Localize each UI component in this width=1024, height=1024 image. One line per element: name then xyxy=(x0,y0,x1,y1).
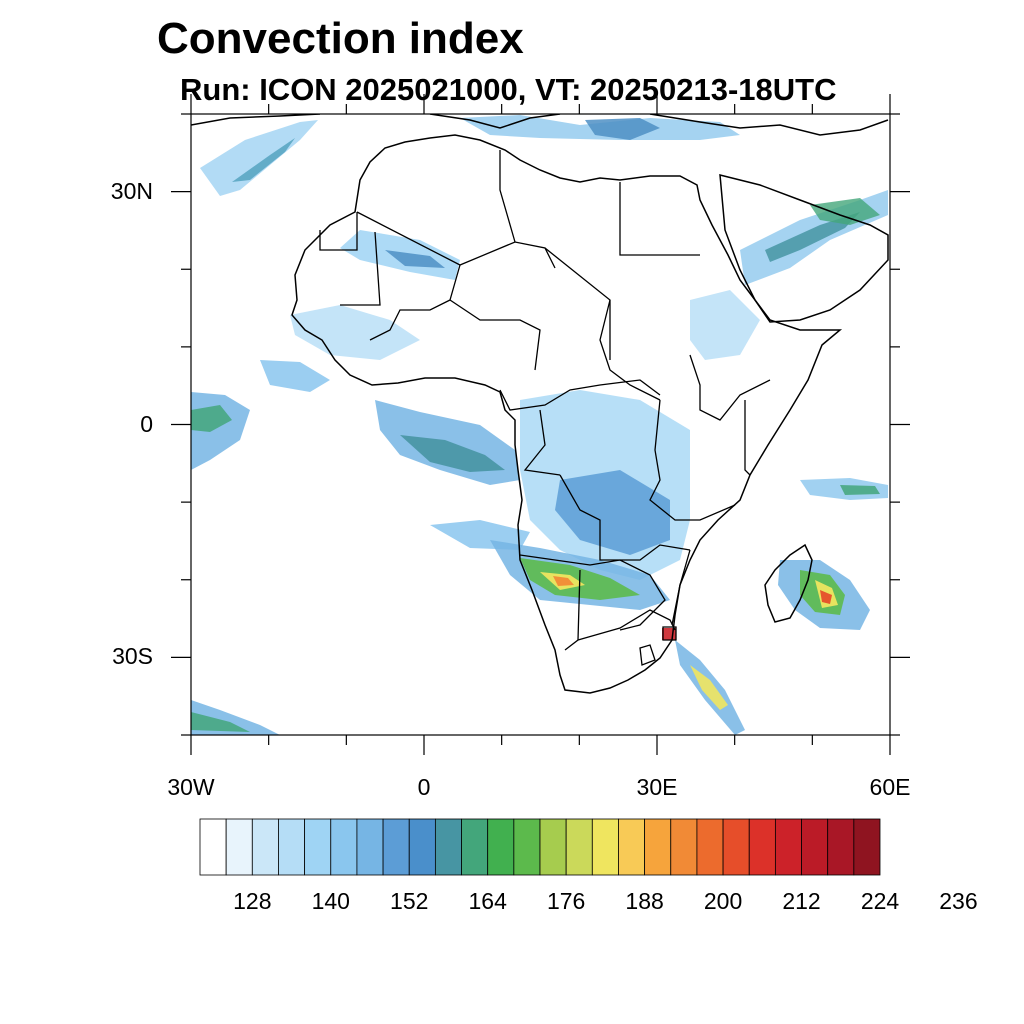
axis-ticks xyxy=(171,94,910,755)
border-segment xyxy=(599,299,661,401)
colorbar-label: 236 xyxy=(939,888,978,914)
border-segment xyxy=(340,231,381,306)
colorbar-swatch xyxy=(251,818,279,876)
colorbar xyxy=(199,818,881,876)
convection-area-equatorial-atlantic xyxy=(191,392,250,470)
convection-area-madagascar-peak xyxy=(820,590,832,604)
x-tick-label: 30W xyxy=(167,774,215,800)
convection-area-aegean xyxy=(585,118,660,140)
border-segment xyxy=(559,474,691,561)
colorbar-swatch xyxy=(356,818,384,876)
convection-area-north-atlantic xyxy=(200,120,318,196)
colorbar-swatch xyxy=(827,818,855,876)
convection-area-south-atlantic-core xyxy=(191,712,250,732)
colorbar-label: 152 xyxy=(390,888,429,914)
colorbar-swatch xyxy=(670,818,698,876)
colorbar-label: 128 xyxy=(233,888,272,914)
colorbar-swatch xyxy=(330,818,358,876)
border-segment xyxy=(744,400,751,476)
colorbar-swatch xyxy=(382,818,410,876)
colorbar-label: 164 xyxy=(468,888,507,914)
arabia-coastline xyxy=(719,174,889,323)
convection-area-congo-core xyxy=(555,470,670,555)
x-tick-label: 60E xyxy=(869,774,911,800)
border-segment xyxy=(369,264,461,341)
colorbar-swatch xyxy=(644,818,672,876)
colorbar-swatch xyxy=(618,818,646,876)
convection-area-indian-ocean-core xyxy=(840,485,880,495)
chart-title: Convection index xyxy=(157,14,524,63)
convection-area-west-africa xyxy=(290,305,420,360)
convection-area-sahara-core xyxy=(385,250,445,268)
colorbar-swatch xyxy=(853,818,881,876)
colorbar-swatch xyxy=(748,818,776,876)
colorbar-swatch xyxy=(539,818,567,876)
border-segment xyxy=(544,247,611,360)
colorbar-swatch xyxy=(225,818,253,876)
border-segment xyxy=(577,609,676,641)
country-borders xyxy=(319,150,771,666)
colorbar-swatch xyxy=(774,818,802,876)
colorbar-label: 212 xyxy=(782,888,821,914)
colorbar-swatch xyxy=(513,818,541,876)
convection-field xyxy=(191,115,888,735)
convection-area-west-atlantic xyxy=(260,360,330,392)
convection-area-gulf xyxy=(810,198,880,225)
y-tick-label: 30S xyxy=(112,643,153,670)
colorbar-label: 200 xyxy=(703,888,743,914)
colorbar-swatch xyxy=(487,818,515,876)
colorbar-label: 140 xyxy=(311,888,350,914)
y-tick-label: 0 xyxy=(140,410,153,437)
colorbar-swatch xyxy=(461,818,489,876)
convection-area-north-atlantic-core xyxy=(232,138,295,182)
border-segment xyxy=(689,354,771,421)
colorbar-swatch xyxy=(278,818,306,876)
y-tick-label: 30N xyxy=(110,177,153,204)
convection-area-namibia-peak xyxy=(553,576,574,586)
colorbar-swatch xyxy=(591,818,619,876)
colorbar-label: 188 xyxy=(625,888,664,914)
colorbar-swatch xyxy=(565,818,593,876)
colorbar-swatch xyxy=(408,818,436,876)
border-segment xyxy=(319,212,358,251)
colorbar-label: 176 xyxy=(546,888,586,914)
convection-area-mozambique-channel-core xyxy=(690,665,728,710)
border-segment xyxy=(671,549,691,626)
border-segment xyxy=(639,644,656,666)
x-tick-label: 30E xyxy=(636,774,678,800)
border-segment xyxy=(499,379,661,411)
colorbar-swatch xyxy=(696,818,724,876)
colorbar-swatch xyxy=(801,818,829,876)
colorbar-swatch xyxy=(199,818,227,876)
convection-area-gulf-of-guinea-core xyxy=(400,435,505,472)
border-segment xyxy=(662,626,677,641)
europe-coastline xyxy=(191,114,889,136)
border-segment xyxy=(449,299,541,371)
chart-subtitle: Run: ICON 2025021000, VT: 20250213-18UTC xyxy=(180,72,837,107)
border-segment xyxy=(499,150,516,243)
border-segment xyxy=(519,554,666,631)
border-segment xyxy=(523,409,561,476)
madagascar-coastline xyxy=(764,543,813,623)
convection-area-ethiopia xyxy=(690,290,760,360)
colorbar-swatch xyxy=(304,818,332,876)
colorbar-swatch xyxy=(434,818,462,876)
colorbar-swatch xyxy=(722,818,750,876)
convection-area-arabia-core xyxy=(765,212,860,262)
x-tick-label: 0 xyxy=(417,774,431,800)
border-segment xyxy=(649,399,736,521)
convection-area-equatorial-atlantic-core xyxy=(191,405,232,432)
colorbar-label: 224 xyxy=(860,888,900,914)
border-segment xyxy=(619,182,700,256)
